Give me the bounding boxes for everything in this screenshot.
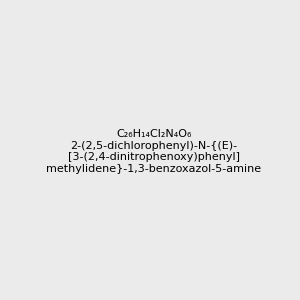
Text: C₂₆H₁₄Cl₂N₄O₆
2-(2,5-dichlorophenyl)-N-{(E)-
[3-(2,4-dinitrophenoxy)phenyl]
meth: C₂₆H₁₄Cl₂N₄O₆ 2-(2,5-dichlorophenyl)-N-{… — [46, 129, 261, 174]
